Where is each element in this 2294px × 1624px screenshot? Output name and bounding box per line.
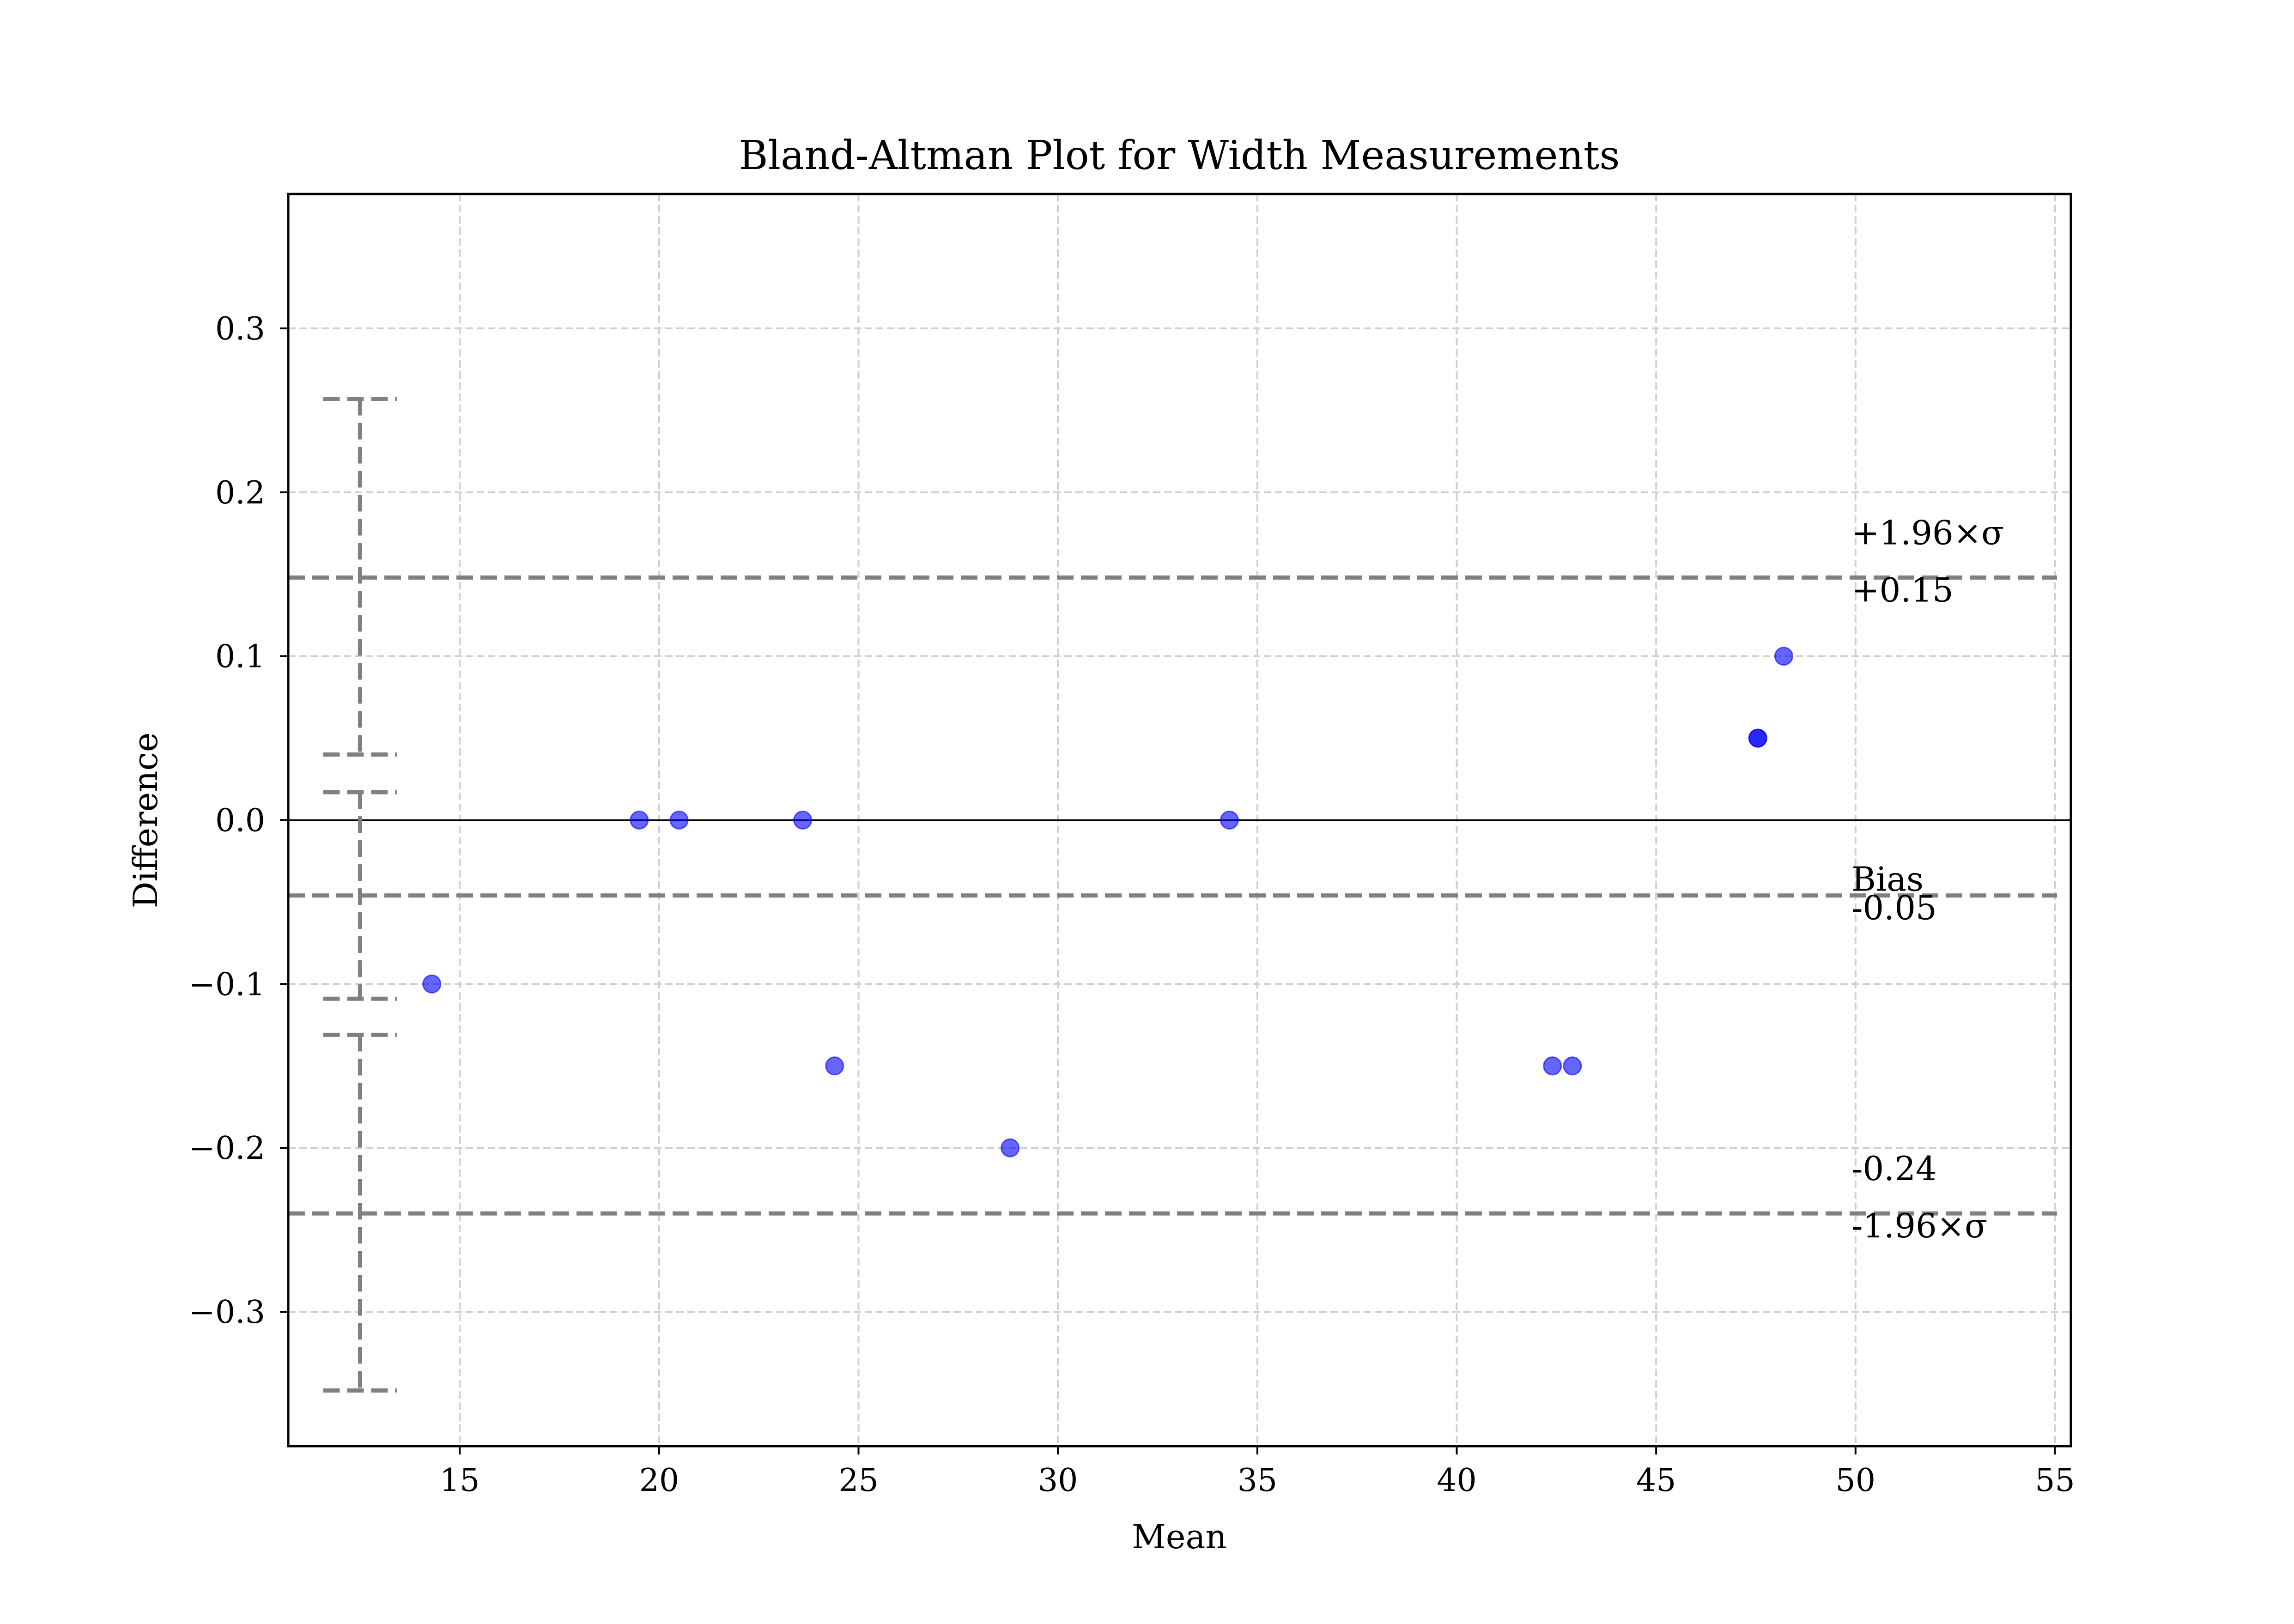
x-tick-label: 40 (1437, 1462, 1477, 1499)
axis-ticks: 15 20 25 30 35 40 45 50 55 −0.3 −0.2 −0.1 0.0 0.1 0.2 0… (189, 311, 2075, 1499)
data-point (825, 1056, 844, 1076)
lower-loa-label-bottom: -1.96×σ (1851, 1206, 1987, 1245)
data-point (630, 811, 649, 830)
y-tick-label: 0.0 (215, 803, 265, 839)
reference-lines (288, 575, 2071, 1216)
data-point (1563, 1056, 1582, 1076)
data-point (1001, 1138, 1020, 1157)
upper-loa-label-bottom: +0.15 (1851, 570, 1954, 609)
data-point (422, 974, 442, 994)
data-point (793, 811, 813, 830)
bias-label-bottom: -0.05 (1851, 889, 1937, 927)
x-tick-label: 45 (1636, 1462, 1676, 1499)
bias-label-top: Bias (1851, 860, 1924, 899)
data-point (1220, 811, 1239, 830)
x-tick-label: 35 (1238, 1462, 1278, 1499)
x-tick-label: 20 (639, 1462, 680, 1499)
upper-loa-label-top: +1.96×σ (1851, 513, 2004, 552)
confidence-interval-bars (323, 397, 397, 1393)
y-axis-label: Difference (126, 733, 165, 909)
y-tick-label: −0.2 (189, 1130, 265, 1167)
chart-title: Bland-Altman Plot for Width Measurements (739, 133, 1620, 179)
data-points (422, 647, 1793, 1157)
x-tick-label: 50 (1836, 1462, 1876, 1499)
y-tick-label: −0.3 (189, 1294, 265, 1331)
y-tick-label: −0.1 (189, 966, 265, 1003)
data-point (669, 811, 689, 830)
y-tick-label: 0.1 (215, 639, 265, 675)
lower-loa-label-top: -0.24 (1851, 1149, 1937, 1188)
data-point (1774, 647, 1793, 666)
x-tick-label: 25 (838, 1462, 879, 1499)
data-point (1748, 728, 1767, 748)
x-tick-label: 55 (2035, 1462, 2075, 1499)
y-tick-label: 0.2 (215, 475, 265, 511)
reference-line-labels: +1.96×σ +0.15 Bias-0.05 -0.24 -1.96×σ (1851, 513, 2004, 1245)
data-point (1543, 1056, 1562, 1076)
x-tick-label: 15 (440, 1462, 480, 1499)
x-axis-label: Mean (1132, 1517, 1227, 1556)
y-tick-label: 0.3 (215, 311, 265, 347)
x-tick-label: 30 (1038, 1462, 1078, 1499)
